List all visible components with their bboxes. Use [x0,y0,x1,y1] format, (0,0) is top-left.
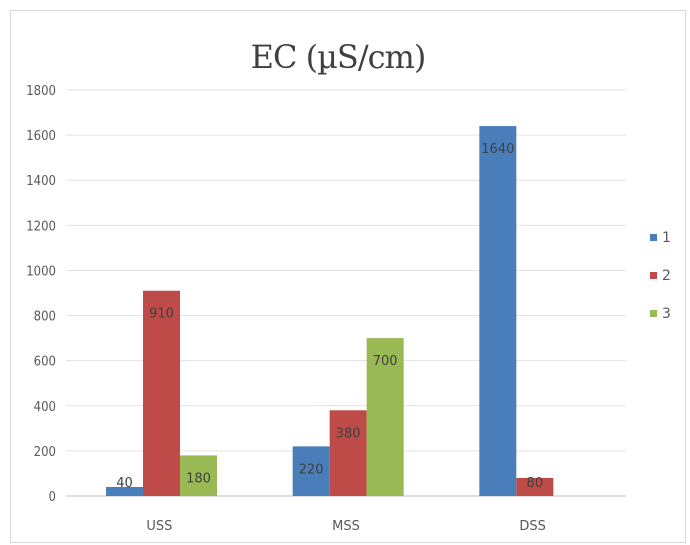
bar-uss-series-3 [180,455,217,496]
y-tick-label: 400 [34,400,56,415]
y-tick-label: 800 [34,310,56,325]
y-tick-label: 200 [34,445,56,460]
chart-title: EC (µS/cm) [250,38,427,76]
bar-uss-series-1 [106,486,143,496]
y-tick-label: 1800 [26,84,56,99]
bar-mss-series-3 [366,338,404,496]
legend-label-1: 1 [662,230,671,246]
legend-label-2: 2 [662,268,671,284]
y-tick-label: 1600 [26,129,56,144]
legend-swatch-2 [650,272,657,279]
data-label: 180 [186,471,211,486]
legend-swatch-1 [650,234,657,241]
bar-dss-series-1 [479,126,517,496]
x-category-label: USS [146,519,172,534]
y-tick-label: 1200 [26,219,56,234]
bar-mss-series-1 [292,446,330,496]
bar-mss-series-2 [329,410,367,496]
data-label: 910 [149,307,174,322]
data-label: 380 [336,426,361,441]
legend-swatch-3 [650,310,657,317]
y-tick-label: 600 [34,355,56,370]
data-label: 40 [116,476,133,491]
x-category-label: MSS [332,519,360,534]
data-label: 220 [299,462,324,477]
y-tick-label: 1400 [26,174,56,189]
bar-dss-series-2 [516,477,554,496]
data-label: 700 [373,354,398,369]
y-tick-label: 1000 [26,264,56,279]
data-label: 80 [527,476,544,491]
x-category-label: DSS [519,519,546,534]
legend-label-3: 3 [662,306,671,322]
data-label: 1640 [481,142,514,157]
y-tick-label: 0 [49,490,56,505]
bar-uss-series-2 [143,290,180,496]
